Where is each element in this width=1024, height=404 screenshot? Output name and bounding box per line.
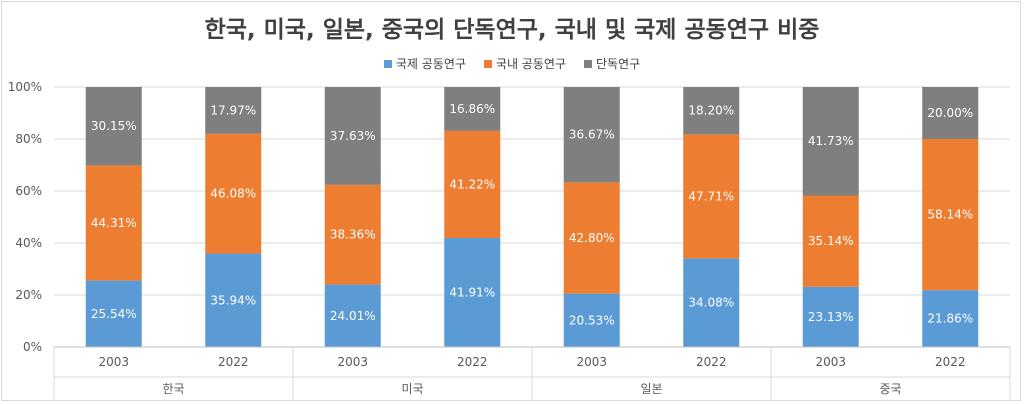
x-tick-label: 2022 <box>935 355 966 369</box>
data-label: 41.73% <box>808 134 854 148</box>
legend-swatch-domestic <box>483 59 492 68</box>
bar-segment <box>683 134 740 259</box>
bar-segment <box>922 139 979 291</box>
data-label: 41.91% <box>449 286 495 300</box>
data-label: 35.94% <box>210 293 256 307</box>
group-label: 중국 <box>879 382 901 396</box>
bar-segment <box>922 290 979 347</box>
bar-segment <box>85 87 142 166</box>
data-label: 30.15% <box>91 119 137 133</box>
legend-label-domestic: 국내 공동연구 <box>495 57 566 71</box>
data-label: 44.31% <box>91 216 137 230</box>
bar-segment <box>802 195 859 287</box>
bar-segment <box>324 284 381 347</box>
legend-swatch-single <box>583 59 592 68</box>
group-label: 미국 <box>401 382 423 396</box>
legend-label-international: 국제 공동연구 <box>395 57 466 71</box>
y-tick-label: 80% <box>15 132 42 146</box>
bar-segment <box>563 182 620 294</box>
data-label: 34.08% <box>688 296 734 310</box>
data-label: 58.14% <box>927 208 973 222</box>
bar-segment <box>85 280 142 347</box>
bar-segment <box>444 238 501 347</box>
data-label: 16.86% <box>449 102 495 116</box>
legend-item-international: 국제 공동연구 <box>383 55 466 72</box>
y-tick-label: 100% <box>8 80 42 94</box>
data-label: 47.71% <box>688 189 734 203</box>
bar-segment <box>205 133 262 254</box>
bar-segment <box>444 130 501 239</box>
group-label: 한국 <box>162 382 184 396</box>
bar-segment <box>683 87 740 135</box>
legend-swatch-international <box>383 59 392 68</box>
bar-segment <box>563 293 620 347</box>
data-label: 17.97% <box>210 103 256 117</box>
bar-segment <box>85 165 142 281</box>
bar-segment <box>922 87 979 139</box>
data-label: 46.08% <box>210 187 256 201</box>
x-tick-label: 2003 <box>576 355 607 369</box>
data-label: 35.14% <box>808 234 854 248</box>
chart-title: 한국, 미국, 일본, 중국의 단독연구, 국내 및 국제 공동연구 비중 <box>204 17 820 43</box>
data-label: 20.00% <box>927 106 973 120</box>
bar-segment <box>444 87 501 131</box>
y-tick-label: 60% <box>15 184 42 198</box>
x-tick-label: 2003 <box>337 355 368 369</box>
bar-segment <box>802 87 859 196</box>
x-tick-label: 2022 <box>218 355 249 369</box>
bar-segment <box>802 286 859 347</box>
bar-segment <box>205 87 262 134</box>
data-label: 42.80% <box>569 231 615 245</box>
data-label: 38.36% <box>330 228 376 242</box>
group-label: 일본 <box>640 382 662 396</box>
bar-segment <box>563 87 620 183</box>
data-label: 24.01% <box>330 309 376 323</box>
y-tick-label: 0% <box>23 340 42 354</box>
x-tick-label: 2003 <box>98 355 129 369</box>
data-label: 23.13% <box>808 310 854 324</box>
bar-segment <box>324 87 381 185</box>
x-tick-label: 2022 <box>457 355 488 369</box>
data-label: 25.54% <box>91 307 137 321</box>
y-tick-label: 20% <box>15 288 42 302</box>
bar-segment <box>205 253 262 347</box>
data-label: 36.67% <box>569 128 615 142</box>
legend: 국제 공동연구 국내 공동연구 단독연구 <box>0 55 1024 72</box>
x-tick-label: 2022 <box>696 355 727 369</box>
x-tick-label: 2003 <box>815 355 846 369</box>
legend-label-single: 단독연구 <box>595 57 641 71</box>
data-label: 18.20% <box>688 104 734 118</box>
bar-segment <box>324 184 381 285</box>
data-label: 21.86% <box>927 312 973 326</box>
y-tick-label: 40% <box>15 236 42 250</box>
data-label: 37.63% <box>330 129 376 143</box>
bar-segment <box>683 258 740 347</box>
legend-item-single: 단독연구 <box>583 55 641 72</box>
data-label: 41.22% <box>449 177 495 191</box>
legend-item-domestic: 국내 공동연구 <box>483 55 566 72</box>
data-label: 20.53% <box>569 313 615 327</box>
